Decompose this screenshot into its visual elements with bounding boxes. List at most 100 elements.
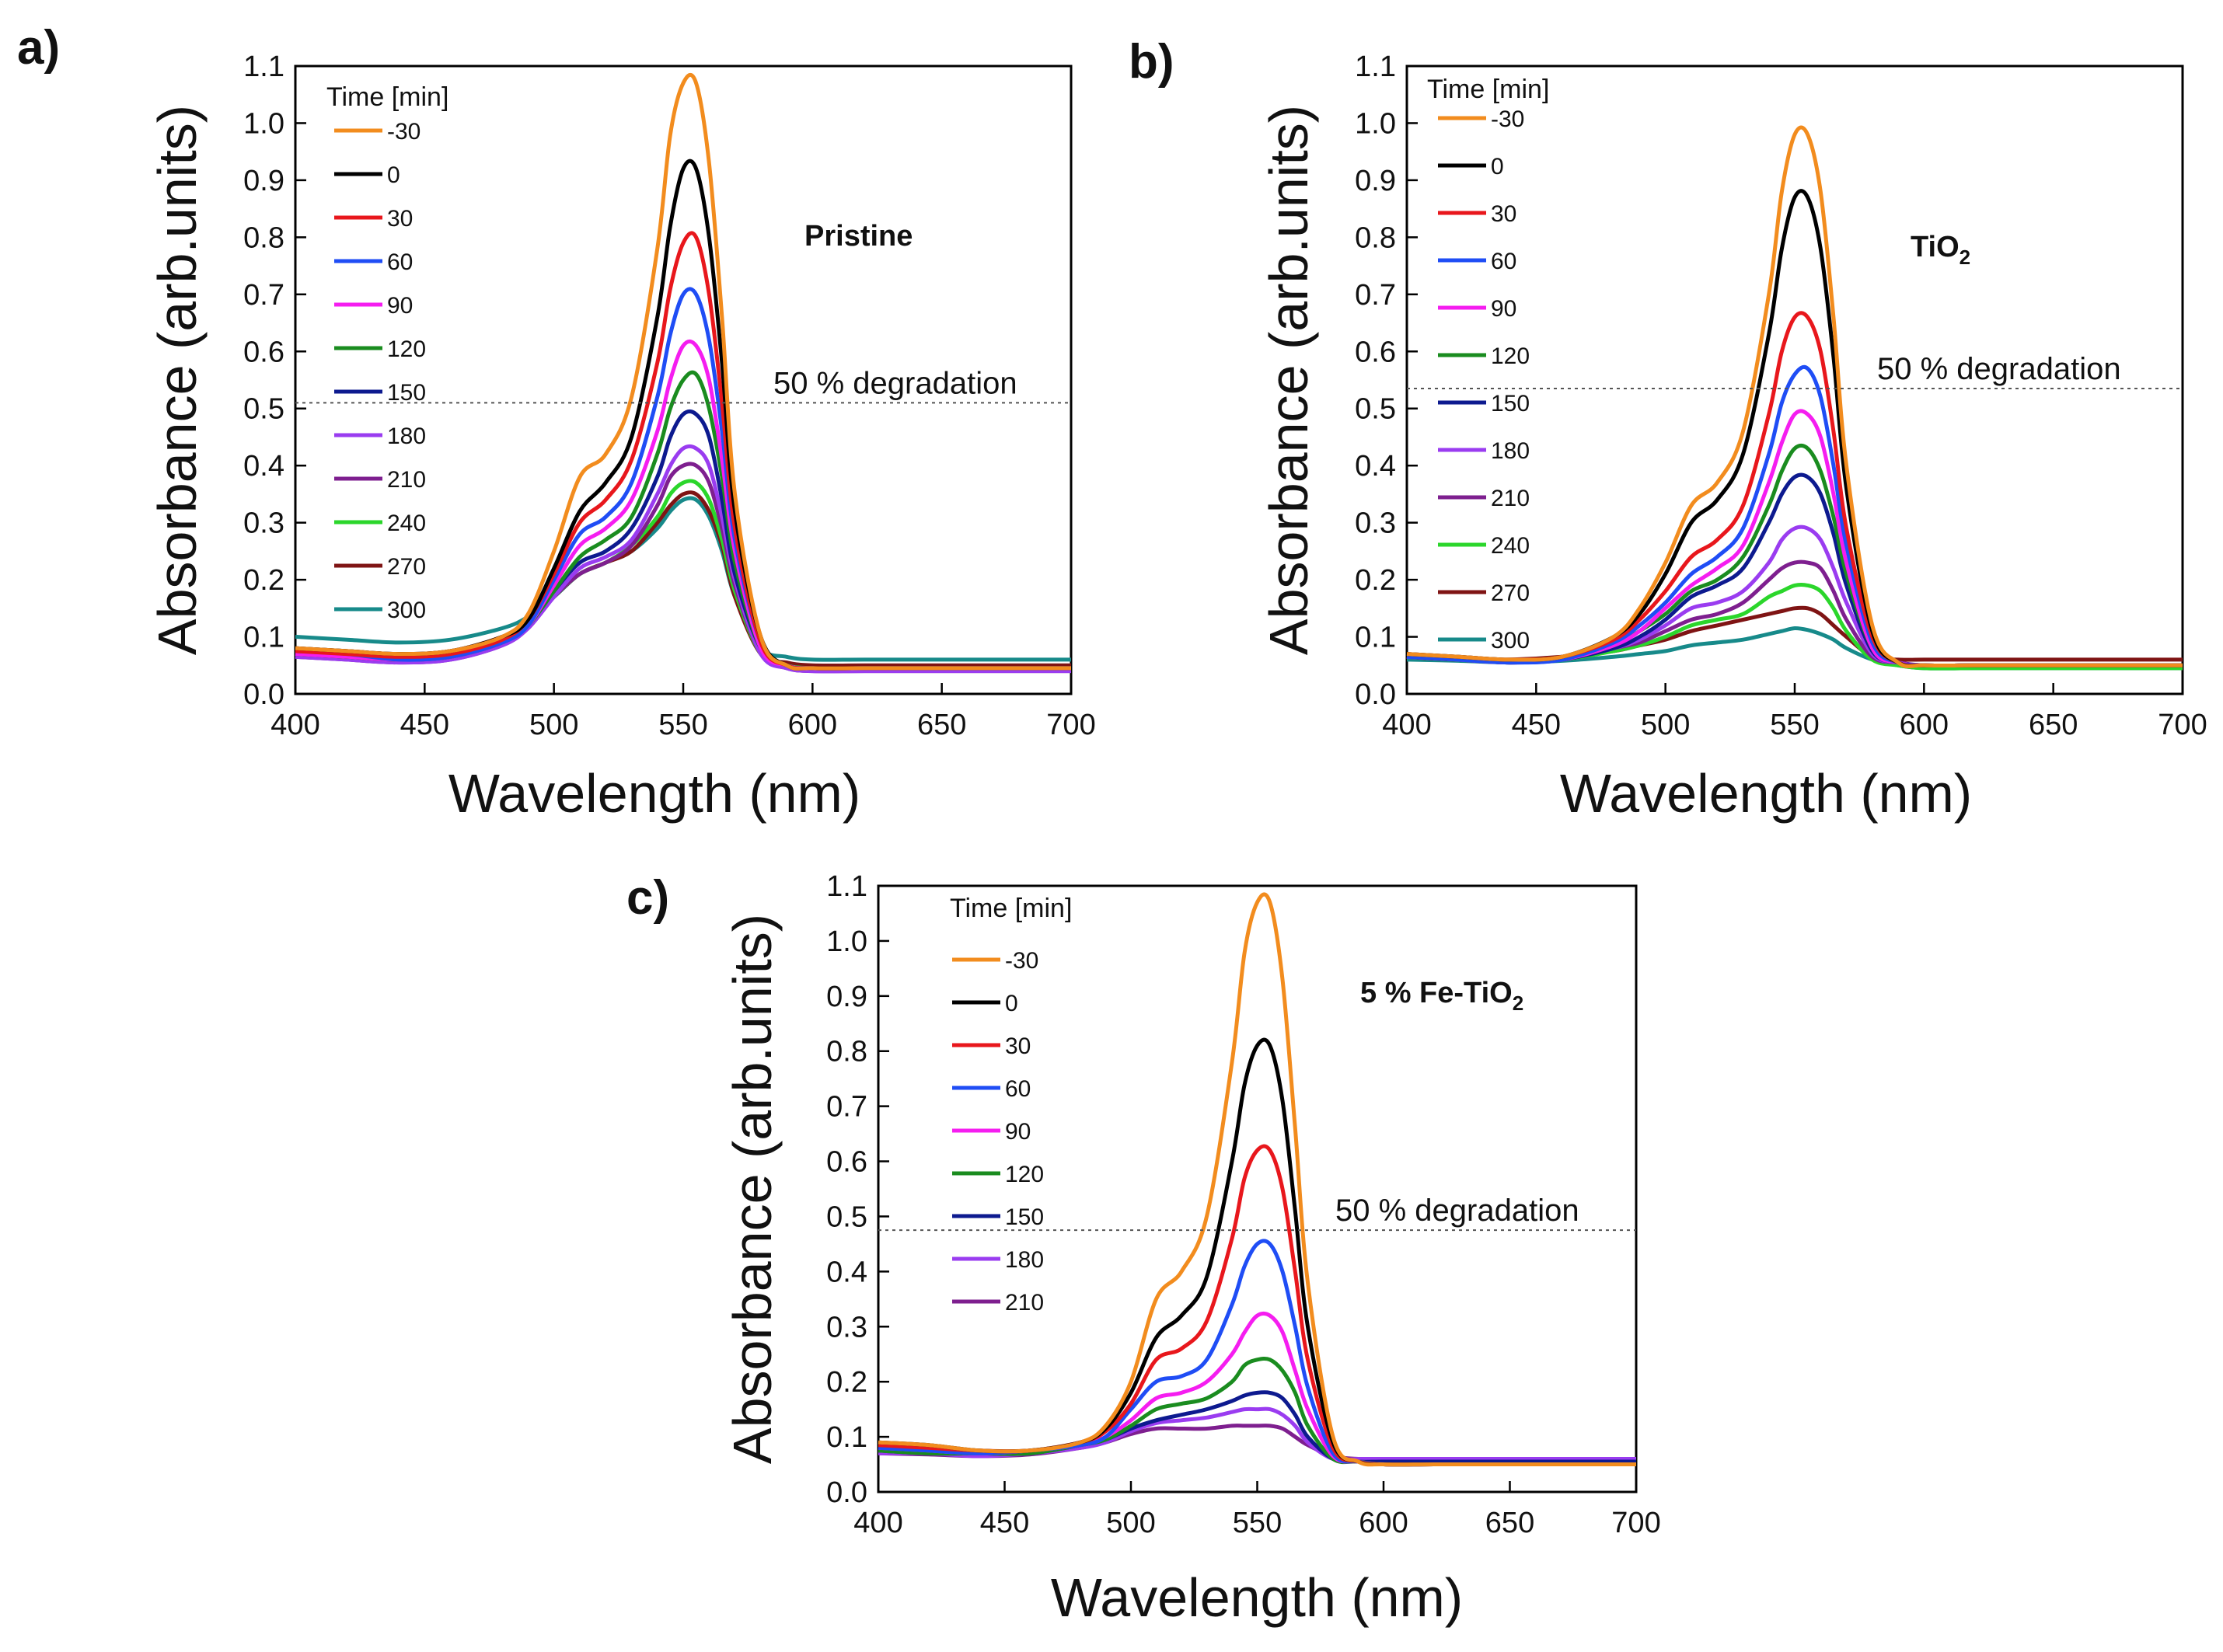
panel-a-legend-label--30: -30 <box>387 119 421 145</box>
panel-c-legend: Time [min] -30 0 30 60 90 120 150 180 210 <box>950 894 1072 1316</box>
panel-a: a) 400 450 500 550 600 650 7000.00.10.20.30.40… <box>17 21 1096 824</box>
panel-c-legend-label-60: 60 <box>1005 1076 1031 1102</box>
panel-b-x-tick-label-450: 450 <box>1512 709 1561 741</box>
panel-c-y-tick-label-1.0: 1.0 <box>826 925 867 958</box>
panel-a-y-tick-label-0.8: 0.8 <box>243 221 284 254</box>
panel-c-legend-label-0: 0 <box>1005 991 1018 1016</box>
panel-a-legend-label-60: 60 <box>387 249 413 275</box>
panel-b-legend-title: Time [min] <box>1427 75 1549 104</box>
panel-b-legend-label-270: 270 <box>1491 580 1530 606</box>
panel-b-letter: b) <box>1129 35 1174 89</box>
panel-b-legend-label-240: 240 <box>1491 533 1530 559</box>
panel-b-legend-label-210: 210 <box>1491 486 1530 511</box>
panel-b-sample-label: TiO2 <box>1911 231 1970 269</box>
panel-c-series-120 <box>878 1356 1636 1467</box>
panel-b-y-tick-label-0.9: 0.9 <box>1355 165 1396 197</box>
panel-c-sample-label-main: 5 % Fe-TiO <box>1360 977 1513 1009</box>
panel-a-legend-label-210: 210 <box>387 467 426 493</box>
panel-a-y-tick-label-0.1: 0.1 <box>243 622 284 654</box>
panel-a-legend-label-180: 180 <box>387 423 426 449</box>
panel-c-series-60 <box>878 1239 1636 1467</box>
panel-a-series-300 <box>295 496 1071 662</box>
panel-b-x-tick-label-400: 400 <box>1382 709 1431 741</box>
panel-c-y-tick-label-0.7: 0.7 <box>826 1091 867 1124</box>
panel-a-x-axis-title: Wavelength (nm) <box>448 763 860 824</box>
panel-b-y-tick-label-1.1: 1.1 <box>1355 51 1396 83</box>
panel-a-x-tick-label-400: 400 <box>270 709 319 741</box>
panel-b-y-tick-label-0.6: 0.6 <box>1355 336 1396 368</box>
panel-c-legend-label-210: 210 <box>1005 1290 1044 1316</box>
panel-a-curves <box>295 72 1072 674</box>
panel-a-y-tick-label-0.6: 0.6 <box>243 336 284 368</box>
panel-b-legend-label--30: -30 <box>1491 106 1524 132</box>
panel-b-y-tick-label-0.5: 0.5 <box>1355 393 1396 426</box>
panel-b: b) 400 450 500 550 600 650 7000.00.10.20.30.40… <box>1129 35 2207 824</box>
panel-a-y-tick-label-0.2: 0.2 <box>243 564 284 597</box>
panel-b-sample-label-subscript: 2 <box>1960 246 1970 269</box>
panel-c-x-tick-label-400: 400 <box>853 1507 902 1539</box>
panel-a-legend-label-30: 30 <box>387 206 413 232</box>
panel-c-x-tick-label-500: 500 <box>1106 1507 1155 1539</box>
panel-a-y-tick-label-0.9: 0.9 <box>243 165 284 197</box>
panel-a-ticks: 400 450 500 550 600 650 7000.00.10.20.30.40.50… <box>243 51 1096 741</box>
panel-c-legend-label-120: 120 <box>1005 1162 1044 1187</box>
panel-c-y-tick-label-0.9: 0.9 <box>826 981 867 1013</box>
panel-a-y-tick-label-0.5: 0.5 <box>243 393 284 426</box>
panel-a-legend: Time [min] -30 0 30 60 90 120 150 180 210 240 270 3… <box>326 82 448 623</box>
panel-b-legend-label-180: 180 <box>1491 438 1530 464</box>
panel-a-y-tick-label-0.4: 0.4 <box>243 450 284 483</box>
panel-a-x-tick-label-550: 550 <box>658 709 707 741</box>
panel-a-y-tick-label-1.0: 1.0 <box>243 107 284 140</box>
panel-c-y-tick-label-0.6: 0.6 <box>826 1146 867 1179</box>
panel-a-legend-label-240: 240 <box>387 511 426 536</box>
panel-b-x-tick-label-600: 600 <box>1900 709 1949 741</box>
panel-b-curves <box>1406 125 2183 671</box>
panel-a-letter: a) <box>17 21 60 75</box>
panel-b-series--30 <box>1406 125 2183 668</box>
panel-a-x-tick-label-650: 650 <box>917 709 966 741</box>
panel-b-y-tick-label-1.0: 1.0 <box>1355 107 1396 140</box>
panel-a-legend-label-270: 270 <box>387 554 426 580</box>
panel-c-letter: c) <box>626 871 669 925</box>
panel-a-legend-label-150: 150 <box>387 380 426 406</box>
panel-c-legend-label-180: 180 <box>1005 1247 1044 1273</box>
panel-c-y-tick-label-0.0: 0.0 <box>826 1476 867 1509</box>
panel-c-x-tick-label-550: 550 <box>1233 1507 1282 1539</box>
panel-b-y-tick-label-0.7: 0.7 <box>1355 279 1396 312</box>
panel-a-x-tick-label-600: 600 <box>788 709 837 741</box>
panel-a-legend-title: Time [min] <box>326 82 448 112</box>
panel-a-x-tick-label-700: 700 <box>1046 709 1095 741</box>
panel-c-legend-label-150: 150 <box>1005 1204 1044 1230</box>
panel-a-y-axis-title: Absorbance (arb.units) <box>147 105 208 655</box>
panel-a-series-180 <box>295 444 1072 674</box>
panel-b-y-tick-label-0.3: 0.3 <box>1355 507 1396 540</box>
panel-b-y-tick-label-0.0: 0.0 <box>1355 678 1396 711</box>
panel-c-y-tick-label-0.3: 0.3 <box>826 1311 867 1344</box>
panel-c-y-axis-title: Absorbance (arb.units) <box>722 914 783 1464</box>
panel-a-y-tick-label-1.1: 1.1 <box>243 51 284 83</box>
panel-c-y-tick-label-1.1: 1.1 <box>826 870 867 903</box>
panel-a-y-tick-label-0.3: 0.3 <box>243 507 284 540</box>
panel-c: c) 400 450 500 550 600 650 7000.00.10.20.30.40… <box>626 870 1661 1628</box>
panel-b-x-tick-label-550: 550 <box>1770 709 1819 741</box>
panel-c-legend-title: Time [min] <box>950 894 1072 923</box>
panel-a-legend-label-300: 300 <box>387 598 426 623</box>
panel-b-legend-label-30: 30 <box>1491 201 1516 227</box>
panel-c-frame <box>877 884 1638 1493</box>
panel-a-legend-label-90: 90 <box>387 293 413 319</box>
panel-b-legend-label-150: 150 <box>1491 391 1530 416</box>
panel-b-x-tick-label-500: 500 <box>1641 709 1690 741</box>
panel-b-y-tick-label-0.2: 0.2 <box>1355 564 1396 597</box>
panel-a-degradation-label: 50 % degradation <box>773 366 1017 400</box>
panel-b-sample-label-main: TiO <box>1911 231 1960 263</box>
panel-b-legend: Time [min] -30 0 30 60 90 120 150 180 210 240 270 3… <box>1427 75 1549 653</box>
panel-a-legend-label-0: 0 <box>387 162 400 188</box>
panel-c-x-tick-label-600: 600 <box>1359 1507 1408 1539</box>
panel-c-y-tick-label-0.4: 0.4 <box>826 1256 867 1288</box>
panel-c-y-tick-label-0.5: 0.5 <box>826 1201 867 1233</box>
panel-b-ticks: 400 450 500 550 600 650 7000.00.10.20.30.40.50… <box>1355 51 2207 741</box>
panel-b-y-tick-label-0.8: 0.8 <box>1355 221 1396 254</box>
panel-c-x-tick-label-650: 650 <box>1485 1507 1534 1539</box>
panel-c-x-tick-label-700: 700 <box>1611 1507 1660 1539</box>
panel-b-y-tick-label-0.1: 0.1 <box>1355 622 1396 654</box>
